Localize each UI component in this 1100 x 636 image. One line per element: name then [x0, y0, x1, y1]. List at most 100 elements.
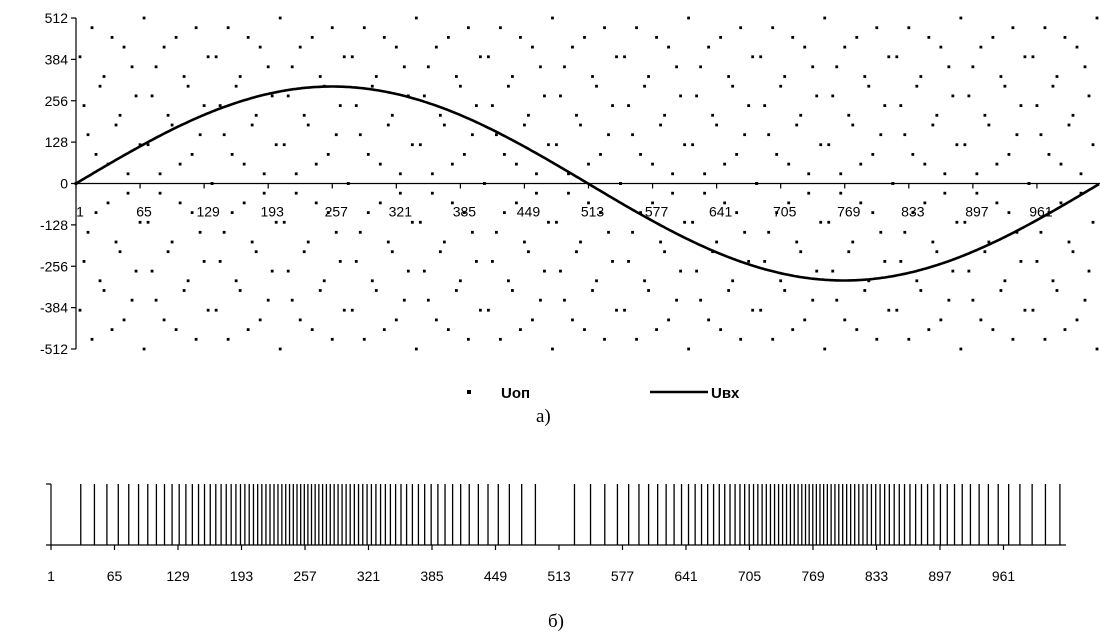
- ref-point: [134, 269, 138, 273]
- ref-point: [975, 172, 979, 176]
- ref-point: [86, 133, 90, 137]
- ref-point: [194, 26, 198, 30]
- ref-point: [254, 113, 258, 117]
- top-y-tick-label: 256: [45, 93, 69, 109]
- ref-point: [130, 65, 134, 69]
- ref-point: [90, 337, 94, 341]
- ref-point: [446, 328, 450, 332]
- ref-point: [971, 298, 975, 302]
- ref-point: [947, 298, 951, 302]
- ref-point: [1095, 347, 1099, 351]
- ref-point: [495, 133, 498, 137]
- ref-point: [442, 123, 446, 127]
- ref-point: [895, 55, 899, 59]
- ref-point: [603, 26, 606, 30]
- ref-point: [783, 289, 787, 292]
- ref-point: [831, 94, 835, 98]
- ref-point: [923, 162, 927, 166]
- ref-point: [386, 123, 390, 127]
- ref-point: [270, 269, 274, 273]
- top-x-tick-label: 129: [196, 204, 220, 220]
- ref-point: [911, 153, 915, 156]
- ref-point: [831, 269, 835, 273]
- ref-point: [575, 250, 578, 254]
- top-y-tick-label: -512: [40, 341, 68, 357]
- ref-point: [414, 347, 418, 351]
- ref-point: [555, 220, 558, 224]
- ref-point: [414, 16, 418, 20]
- ref-point: [679, 94, 682, 98]
- top-x-tick-label: 257: [325, 204, 349, 220]
- ref-point: [799, 113, 803, 117]
- ref-point: [599, 153, 602, 156]
- ref-point: [1043, 26, 1047, 30]
- ref-point: [863, 75, 867, 78]
- bottom-x-tick-label: 449: [484, 568, 508, 584]
- ref-point: [102, 289, 106, 292]
- ref-point: [883, 104, 887, 107]
- ref-point: [326, 153, 330, 156]
- ref-point: [839, 191, 843, 195]
- ref-point: [314, 201, 318, 205]
- ref-point: [294, 172, 298, 176]
- ref-point: [719, 35, 723, 39]
- ref-point: [935, 250, 939, 254]
- ref-point: [290, 298, 294, 302]
- ref-point: [487, 308, 490, 312]
- ref-point: [182, 289, 186, 292]
- ref-point: [1019, 260, 1023, 263]
- ref-point: [743, 133, 747, 137]
- ref-point: [527, 113, 530, 117]
- ref-point: [711, 113, 715, 117]
- ref-point: [78, 55, 82, 59]
- ref-point: [126, 191, 130, 195]
- ref-point: [859, 201, 863, 205]
- ref-point: [362, 337, 366, 341]
- top-y-tick-label: 128: [45, 134, 69, 150]
- ref-point: [879, 133, 883, 137]
- ref-point: [651, 162, 654, 166]
- ref-point: [951, 94, 955, 98]
- ref-point: [126, 172, 130, 176]
- ref-point: [394, 45, 398, 49]
- ref-point: [899, 104, 903, 107]
- ref-point: [527, 250, 530, 254]
- ref-point: [286, 269, 290, 273]
- ref-point: [162, 318, 166, 322]
- ref-point: [258, 318, 262, 322]
- ref-point: [707, 318, 711, 322]
- ref-point: [911, 211, 915, 214]
- ref-point: [214, 308, 218, 312]
- top-x-tick-label: 1: [76, 204, 84, 220]
- ref-point: [418, 220, 422, 224]
- ref-point: [426, 298, 430, 302]
- ref-point: [835, 298, 839, 302]
- ref-point: [987, 240, 991, 244]
- ref-point: [671, 191, 674, 195]
- ref-point: [322, 279, 326, 283]
- ref-point: [142, 16, 146, 20]
- ref-point: [855, 35, 859, 39]
- top-x-tick-label: 769: [837, 204, 861, 220]
- ref-point: [551, 16, 554, 20]
- ref-point: [450, 162, 454, 166]
- ref-point: [1003, 279, 1007, 283]
- ref-point: [543, 94, 546, 98]
- ref-point: [206, 308, 210, 312]
- ref-point: [94, 211, 98, 214]
- ref-point: [595, 279, 598, 283]
- ref-point: [995, 162, 999, 166]
- bottom-x-tick-label: 961: [992, 568, 1016, 584]
- ref-point: [639, 153, 642, 156]
- ref-point: [1063, 35, 1067, 39]
- ref-point: [290, 65, 294, 69]
- ref-point: [158, 172, 162, 176]
- ref-point: [739, 337, 743, 341]
- ref-point: [951, 269, 955, 273]
- ref-point: [495, 230, 498, 234]
- ref-point: [406, 269, 410, 273]
- ref-point: [679, 269, 682, 273]
- top-x-tick-label: 385: [453, 204, 477, 220]
- ref-point: [819, 143, 823, 147]
- ref-point: [815, 94, 819, 98]
